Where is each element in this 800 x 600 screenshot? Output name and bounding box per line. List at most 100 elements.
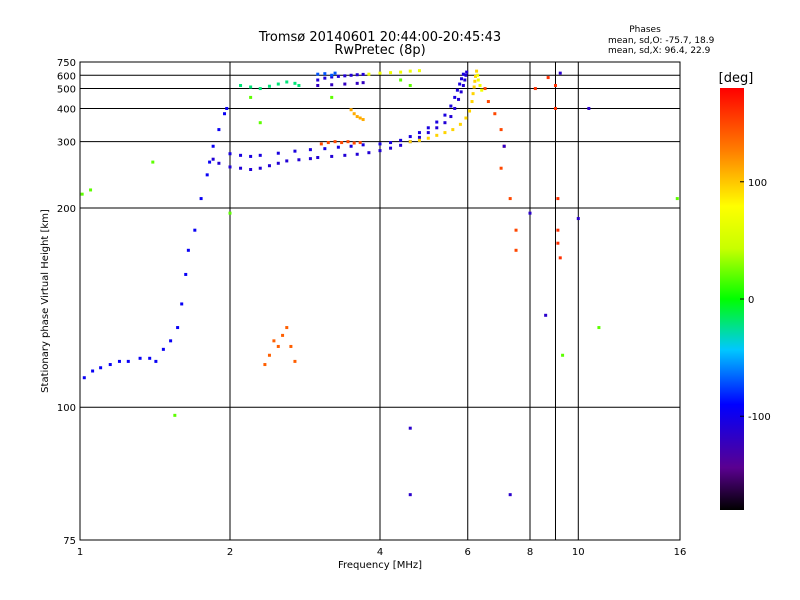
data-point	[330, 73, 334, 77]
data-point	[267, 353, 271, 357]
data-point	[470, 100, 474, 104]
y-tick-label: 400	[57, 104, 76, 115]
data-point	[597, 326, 601, 330]
data-point	[316, 156, 320, 160]
data-point	[138, 356, 142, 360]
data-point	[223, 112, 227, 116]
data-point	[91, 369, 95, 373]
stats-heading: Phases	[629, 25, 661, 35]
data-point	[499, 166, 503, 170]
data-point	[263, 363, 267, 367]
data-point	[151, 160, 155, 164]
data-point	[508, 493, 512, 497]
data-point	[258, 87, 262, 91]
x-tick-label: 1	[77, 547, 83, 558]
data-point	[486, 100, 490, 104]
data-point	[514, 228, 518, 232]
y-tick-label: 200	[57, 204, 76, 215]
data-point	[205, 173, 209, 177]
data-point	[239, 153, 243, 157]
data-point	[323, 76, 327, 80]
data-point	[211, 157, 215, 161]
data-point	[184, 272, 188, 276]
data-point	[443, 113, 447, 117]
data-point	[355, 152, 359, 156]
data-point	[193, 228, 197, 232]
data-point	[473, 79, 477, 83]
data-point	[117, 359, 121, 363]
data-point	[435, 120, 439, 124]
x-tick-label: 10	[572, 547, 585, 558]
data-point	[293, 149, 297, 153]
data-point	[316, 72, 320, 76]
data-point	[474, 74, 478, 78]
data-point	[502, 144, 506, 148]
data-point	[217, 161, 221, 165]
data-point	[472, 85, 476, 89]
data-point	[343, 153, 347, 157]
data-point	[316, 83, 320, 87]
data-point	[544, 313, 548, 317]
data-point	[558, 256, 562, 260]
data-point	[478, 83, 482, 87]
data-point	[276, 161, 280, 165]
x-tick-label: 2	[227, 547, 233, 558]
data-point	[199, 197, 203, 201]
data-point	[267, 84, 271, 88]
chart-subtitle: RwPretec (8p)	[334, 43, 425, 58]
data-point	[82, 376, 86, 380]
data-point	[399, 143, 403, 147]
y-tick-label: 750	[57, 58, 76, 69]
data-point	[417, 131, 421, 135]
data-point	[355, 73, 359, 77]
data-point	[587, 106, 591, 110]
data-point	[426, 136, 430, 140]
data-point	[225, 106, 229, 110]
data-point	[426, 126, 430, 130]
x-tick-label: 16	[674, 547, 687, 558]
x-tick-label: 4	[377, 547, 383, 558]
data-point	[480, 88, 484, 92]
data-point	[361, 118, 365, 122]
data-point	[493, 112, 497, 116]
data-point	[228, 211, 232, 215]
colorbar-tick-label: 0	[748, 295, 754, 306]
data-point	[408, 493, 412, 497]
data-point	[361, 143, 365, 147]
data-point	[358, 116, 362, 120]
data-point	[459, 90, 463, 94]
y-tick-label: 100	[57, 403, 76, 414]
data-point	[461, 83, 465, 87]
stats-line-x: mean, sd,X: 96.4, 22.9	[608, 46, 711, 56]
data-point	[293, 359, 297, 363]
data-point	[499, 128, 503, 132]
data-point	[108, 363, 112, 367]
data-point	[455, 88, 459, 92]
data-point	[239, 83, 243, 87]
colorbar-ticks: 100 0 -100	[740, 178, 771, 423]
data-point	[89, 188, 93, 192]
y-tick-label: 600	[57, 71, 76, 82]
data-point	[343, 74, 347, 78]
data-point	[435, 126, 439, 130]
colorbar-label: [deg]	[719, 71, 754, 86]
data-point	[468, 109, 472, 113]
data-point	[358, 141, 362, 145]
data-point	[249, 85, 253, 89]
data-point	[330, 95, 334, 99]
data-point	[281, 333, 285, 337]
x-tick-label: 6	[465, 547, 471, 558]
data-point	[297, 158, 301, 162]
data-point	[186, 248, 190, 252]
data-point	[148, 356, 152, 360]
data-point	[399, 70, 403, 74]
data-point	[323, 147, 327, 151]
data-point	[675, 197, 679, 201]
data-point	[211, 144, 215, 148]
data-point	[553, 106, 557, 110]
colorbar-tick-label: 100	[748, 178, 767, 189]
x-axis-label: Frequency [MHz]	[338, 560, 422, 571]
data-point	[180, 302, 184, 306]
data-point	[465, 70, 469, 74]
data-point	[249, 168, 253, 172]
